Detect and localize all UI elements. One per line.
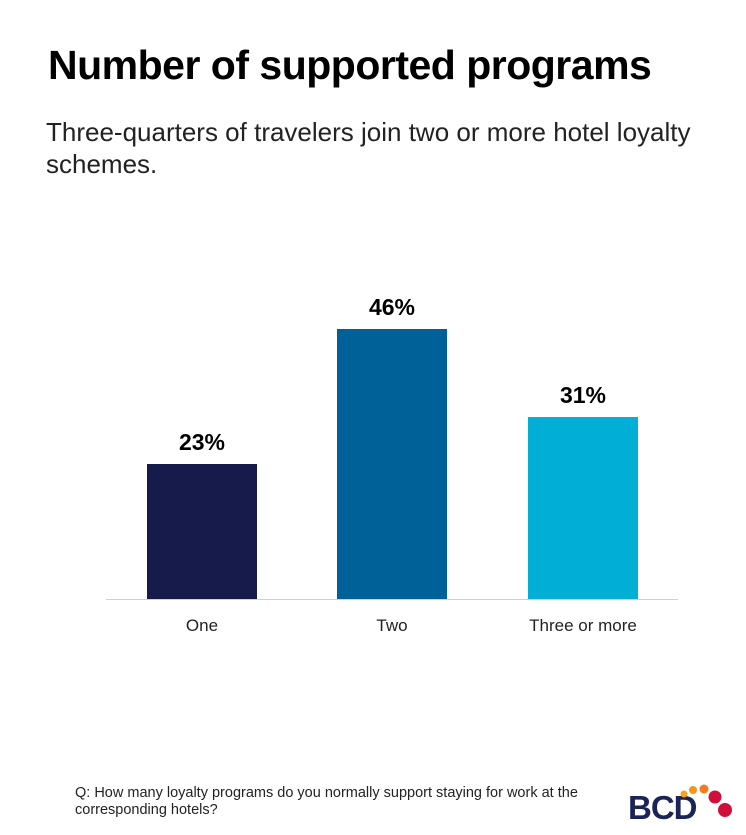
bar-one: [147, 464, 257, 599]
bar-three-or-more: [528, 417, 638, 599]
chart-subtitle: Three-quarters of travelers join two or …: [46, 117, 691, 179]
data-label: 46%: [369, 294, 415, 320]
question-footnote: Q: How many loyalty programs do you norm…: [75, 785, 578, 818]
bar-chart: 23% One 46% Two 31% Three or more: [106, 294, 678, 635]
x-tick-label: Two: [376, 616, 407, 635]
bar-two: [337, 329, 447, 599]
x-tick-label: Three or more: [529, 616, 637, 635]
bcd-logo: BCD: [628, 784, 732, 825]
x-tick-label: One: [186, 616, 218, 635]
data-label: 31%: [560, 382, 606, 408]
chart-title: Number of supported programs: [48, 42, 652, 88]
data-label: 23%: [179, 429, 225, 455]
